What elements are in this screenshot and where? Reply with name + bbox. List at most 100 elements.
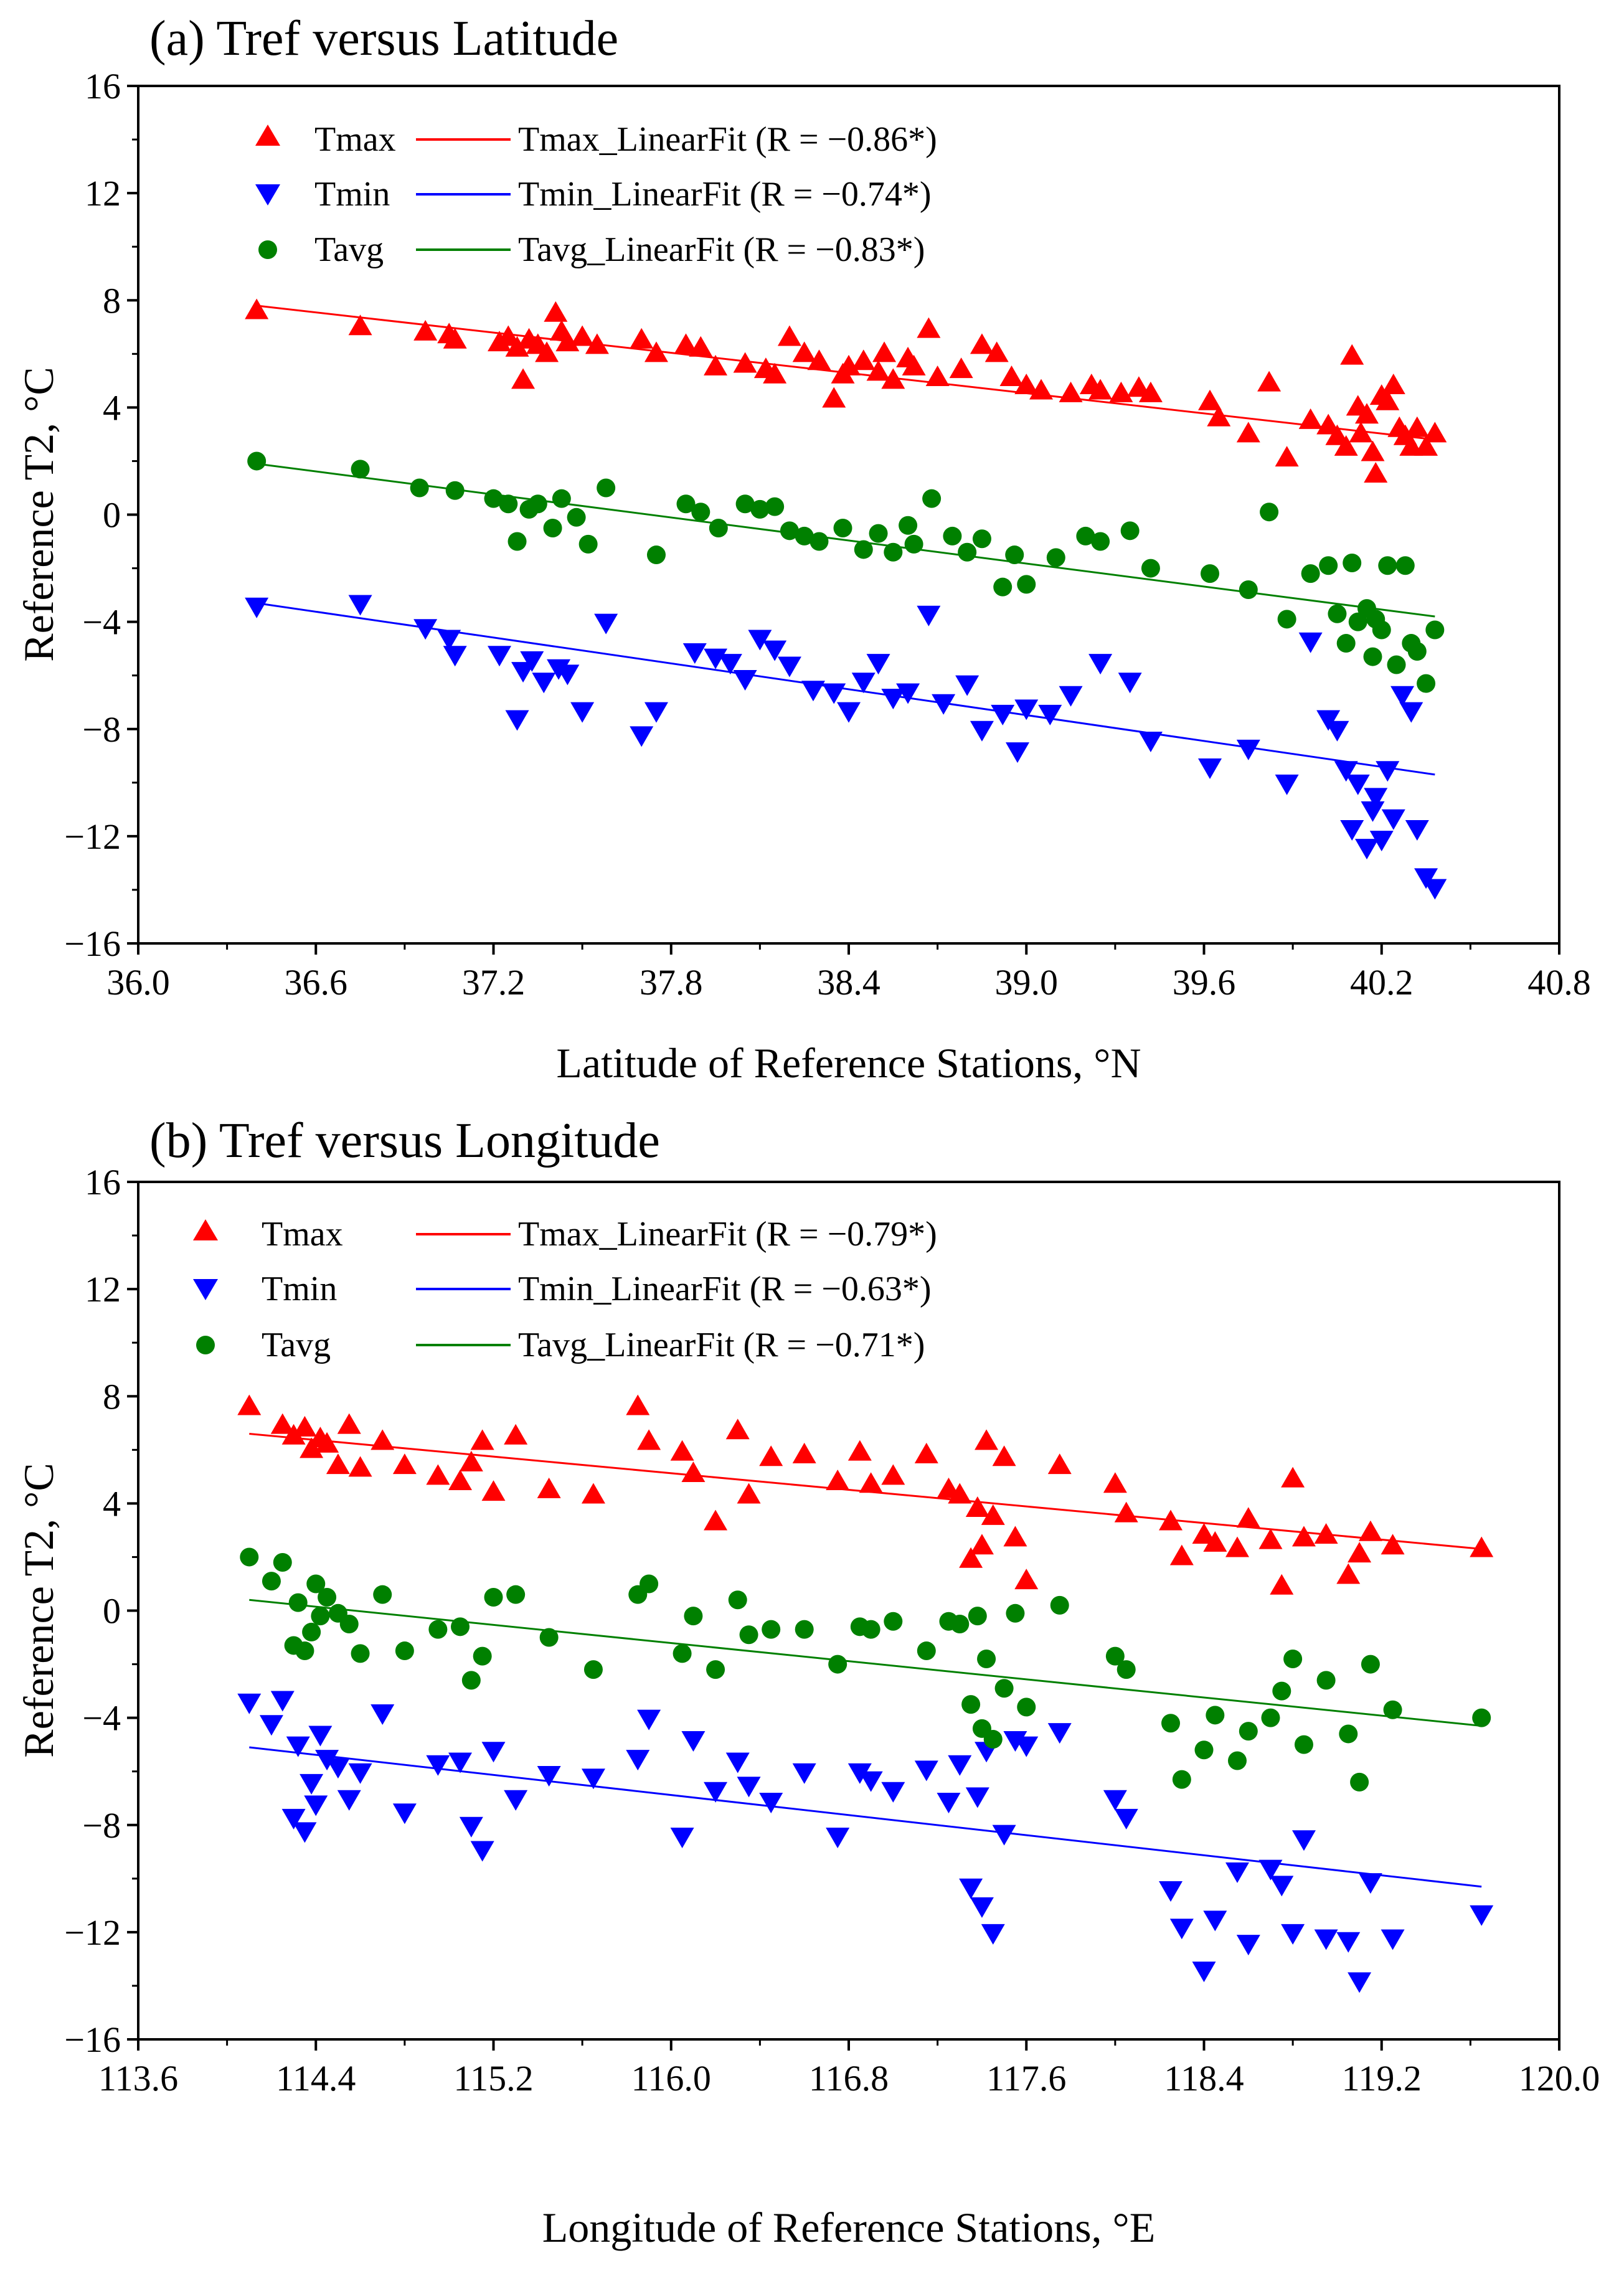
tmin-point [1414, 868, 1438, 889]
tmax-point [281, 1424, 306, 1445]
tmin-point [777, 656, 801, 678]
legend-marker-tmin [255, 184, 280, 205]
tavg-point [728, 1590, 747, 1610]
tmax-point [1207, 405, 1231, 427]
tavg-point [1387, 655, 1406, 674]
tmax-point [1325, 424, 1349, 445]
tavg-point [1046, 548, 1065, 567]
tmax-point [637, 1429, 661, 1450]
tmin-point [1325, 720, 1349, 742]
tavg-point [1161, 1714, 1181, 1733]
y-tick-label: 12 [85, 1269, 121, 1310]
tavg-point [765, 497, 785, 516]
x-tick-label: 117.6 [986, 2058, 1066, 2099]
tmax-point [1399, 435, 1423, 456]
tavg-point [1336, 634, 1356, 653]
tavg-point [1383, 1700, 1402, 1719]
y-tick-label: −12 [64, 816, 121, 857]
tavg-point [994, 1679, 1014, 1698]
tavg-point [1339, 1724, 1358, 1744]
tmin-point [1358, 1873, 1382, 1894]
tmax-point [1349, 422, 1373, 443]
tavg-point [597, 478, 616, 498]
tmax-point [1316, 413, 1341, 435]
tavg-point [1105, 1646, 1125, 1666]
tavg-point [1277, 610, 1296, 629]
tmax-point [999, 366, 1024, 387]
tmin-point [1381, 809, 1405, 830]
legend-marker-tmax [193, 1219, 218, 1240]
tavg-point [691, 503, 710, 522]
tmax-point [704, 354, 728, 375]
tmax-point [459, 1450, 483, 1471]
tmin-point [348, 595, 372, 616]
tavg-point [950, 1615, 970, 1634]
tavg-point [1201, 564, 1220, 583]
tmax-point [689, 336, 713, 357]
tavg-point [1017, 1698, 1036, 1717]
tmin-point [763, 640, 787, 661]
tmin-point [866, 654, 890, 675]
tmax-point [914, 1442, 938, 1463]
tmin-point [293, 1822, 317, 1843]
tmax-point [1047, 1453, 1072, 1475]
tmin-point [670, 1827, 694, 1848]
tmin-point [1470, 1905, 1494, 1926]
tmax-point [1258, 1528, 1283, 1549]
tmin-point [281, 1808, 306, 1830]
tavg-point [1272, 1681, 1291, 1701]
tmax-point [851, 349, 876, 371]
tmax-point [1169, 1544, 1194, 1565]
tmax-point [1340, 344, 1364, 365]
tmin-point [570, 702, 595, 723]
tmax-point [1203, 1531, 1227, 1552]
tavg-point [1116, 1660, 1136, 1679]
tavg-point [567, 508, 586, 527]
legend-label-tmin: Tmin [262, 1270, 337, 1308]
tmin-point [470, 1841, 494, 1862]
tmax-point [822, 387, 846, 408]
tmax-point [535, 341, 559, 362]
tmin-point [1005, 742, 1029, 763]
tmax-point [505, 336, 529, 357]
tavg-point [676, 494, 696, 514]
tmax-point [1298, 408, 1323, 429]
tavg-point [528, 494, 547, 514]
tavg-point [1206, 1706, 1225, 1725]
tmax-point [725, 1419, 750, 1440]
tmin-point [630, 726, 654, 747]
tmin-point [682, 643, 707, 664]
tavg-point [484, 489, 503, 508]
tavg-point [539, 1628, 559, 1647]
tavg-point [1472, 1708, 1491, 1727]
legend-marker-tmax [255, 125, 280, 146]
panel-a-y-axis: −16 −12 −8 −4 0 4 8 12 16 [64, 66, 138, 964]
tmin-point [991, 704, 1015, 725]
tmin-point [511, 662, 536, 683]
tmax-point [1414, 435, 1438, 456]
tavg-point [961, 1695, 981, 1714]
tavg-point [1194, 1740, 1214, 1760]
x-tick-label: 40.2 [1350, 962, 1414, 1003]
tavg-point [262, 1572, 281, 1591]
tavg-point [684, 1607, 703, 1626]
tmin-point [1281, 1924, 1305, 1945]
tmin-point [1225, 1862, 1249, 1883]
tmax-point [737, 1483, 761, 1504]
tavg-point [1260, 503, 1279, 522]
tmax-point [1364, 461, 1388, 483]
x-tick-label: 119.2 [1342, 2058, 1422, 2099]
tmin-point [304, 1795, 328, 1816]
y-tick-label: −16 [64, 2019, 121, 2060]
y-tick-label: 0 [103, 1591, 121, 1631]
tmin-point [847, 1763, 872, 1784]
tmax-point [948, 1483, 972, 1504]
tmax-point [326, 1453, 350, 1475]
tmin-point [371, 1704, 395, 1726]
tmin-point [859, 1771, 883, 1792]
tmin-point [392, 1803, 417, 1825]
x-tick-label: 115.2 [453, 2058, 533, 2099]
tmin-point [837, 702, 861, 723]
tmin-point [1088, 654, 1113, 675]
tmax-point [925, 366, 950, 387]
